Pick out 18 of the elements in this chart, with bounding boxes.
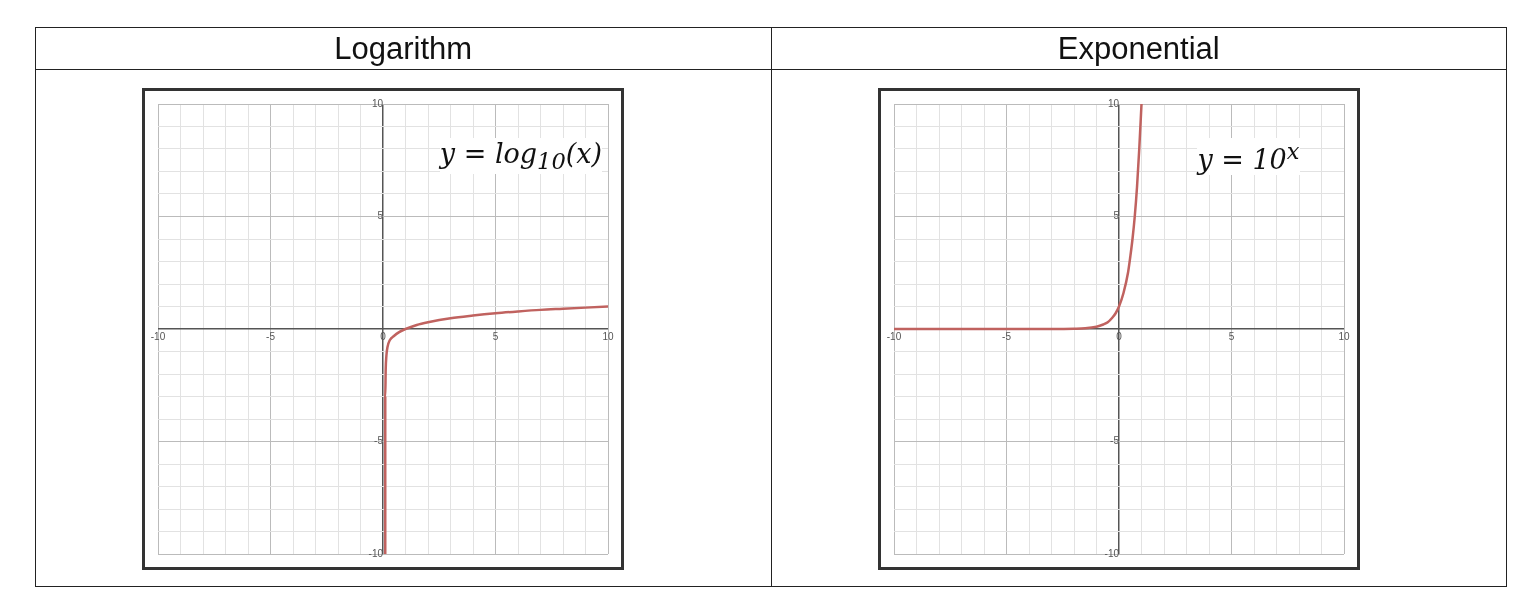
- chart-title: Exponential: [771, 28, 1506, 70]
- y-tick-label: -5: [1109, 435, 1119, 447]
- x-tick-label: -10: [150, 330, 166, 342]
- x-tick-label: 10: [602, 330, 614, 342]
- y-tick-label: 5: [377, 210, 384, 222]
- chart-title: Logarithm: [36, 28, 771, 70]
- y-tick-label: 5: [1112, 210, 1119, 222]
- y-tick-label: -5: [374, 435, 384, 447]
- x-tick-label: 5: [492, 330, 499, 342]
- x-tick-label: 5: [1228, 330, 1235, 342]
- x-tick-label: 10: [1337, 330, 1350, 342]
- x-tick-label: -10: [886, 330, 902, 342]
- annotation: y = 10$^{x}$: [1197, 138, 1300, 175]
- y-tick-label: 10: [1107, 97, 1119, 109]
- x-tick-label: -5: [266, 330, 276, 342]
- x-tick-label: -5: [1001, 330, 1011, 342]
- y-tick-label: 10: [371, 97, 384, 109]
- annotation: y = log$_{10}$(x): [439, 138, 602, 175]
